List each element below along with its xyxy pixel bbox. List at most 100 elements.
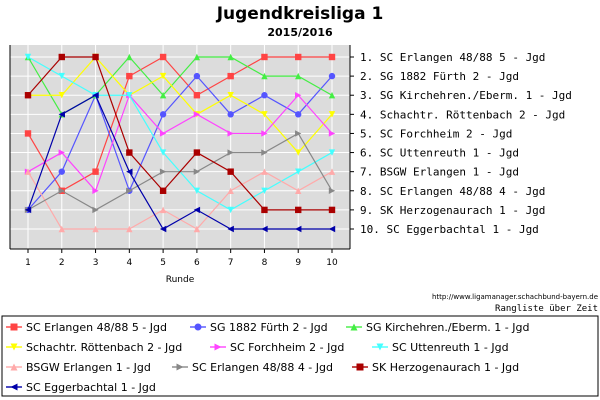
series-line bbox=[28, 56, 333, 154]
rank-labels: 1. SC Erlangen 48/88 5 - Jgd 2. SG 1882 F… bbox=[350, 51, 572, 236]
legend-item: SK Herzogenaurach 1 - Jgd bbox=[352, 361, 519, 374]
legend-label: SC Erlangen 48/88 4 - Jgd bbox=[192, 361, 333, 374]
data-point bbox=[193, 111, 201, 118]
data-point bbox=[227, 53, 234, 61]
x-tick-label: 10 bbox=[326, 258, 338, 268]
series-10 bbox=[24, 92, 336, 233]
legend-item: SC Erlangen 48/88 4 - Jgd bbox=[172, 361, 333, 374]
data-point bbox=[227, 130, 234, 137]
legend-item: SG 1882 Fürth 2 - Jgd bbox=[190, 321, 328, 334]
data-point bbox=[328, 92, 336, 99]
legend-item: SC Uttenreuth 1 - Jgd bbox=[372, 341, 509, 354]
data-point bbox=[58, 111, 65, 118]
legend-swatch-marker bbox=[214, 343, 222, 351]
legend-item: SC Erlangen 48/88 5 - Jgd bbox=[6, 321, 167, 334]
rank-label: 6. SC Uttenreuth 1 - Jgd bbox=[360, 147, 519, 160]
data-point bbox=[58, 187, 65, 194]
data-point bbox=[227, 168, 234, 175]
rank-label: 2. SG 1882 Fürth 2 - Jgd bbox=[360, 70, 519, 83]
data-point bbox=[24, 130, 32, 137]
rank-label: 3. SG Kirchehren./Eberm. 1 - Jgd bbox=[360, 89, 572, 102]
data-point bbox=[126, 53, 133, 61]
data-point bbox=[261, 168, 268, 175]
rank-label: 4. Schachtr. Röttenbach 2 - Jgd bbox=[360, 108, 565, 121]
x-tick-label: 4 bbox=[126, 258, 132, 268]
data-point bbox=[24, 92, 32, 99]
data-point bbox=[328, 53, 336, 61]
data-point bbox=[159, 72, 167, 80]
x-axis-label: Runde bbox=[166, 275, 195, 285]
data-point bbox=[58, 168, 65, 175]
data-point bbox=[261, 206, 268, 214]
data-point bbox=[328, 111, 336, 118]
legend-swatch-marker bbox=[10, 323, 18, 331]
data-point bbox=[159, 225, 167, 233]
data-point bbox=[193, 225, 201, 233]
data-point bbox=[295, 149, 302, 156]
data-point bbox=[328, 72, 336, 80]
data-point bbox=[159, 130, 167, 137]
data-point bbox=[227, 225, 234, 233]
data-point bbox=[24, 53, 32, 61]
chart-subtitle: 2015/2016 bbox=[267, 26, 333, 39]
legend-swatch-marker bbox=[176, 363, 184, 371]
data-point bbox=[24, 168, 32, 175]
data-point bbox=[261, 53, 268, 61]
source-url: http://www.ligamanager.schachbund-bayern… bbox=[432, 293, 598, 301]
series-layer bbox=[24, 53, 336, 233]
data-point bbox=[92, 92, 99, 99]
legend-label: SC Forchheim 2 - Jgd bbox=[230, 341, 344, 354]
series-line bbox=[27, 56, 332, 211]
legend-label: SC Uttenreuth 1 - Jgd bbox=[392, 341, 509, 354]
data-point bbox=[159, 111, 167, 118]
data-point bbox=[159, 206, 167, 214]
legend-label: SC Erlangen 48/88 5 - Jgd bbox=[26, 321, 167, 334]
data-point bbox=[92, 225, 99, 233]
legend-swatch-marker bbox=[10, 363, 18, 371]
legend-label: BSGW Erlangen 1 - Jgd bbox=[26, 361, 151, 374]
rank-label: 5. SC Forchheim 2 - Jgd bbox=[360, 127, 512, 140]
legend-label: SG Kirchehren./Eberm. 1 - Jgd bbox=[366, 321, 529, 334]
series-line bbox=[27, 94, 333, 192]
data-point bbox=[295, 225, 302, 233]
data-point bbox=[295, 168, 302, 175]
legend-item: SG Kirchehren./Eberm. 1 - Jgd bbox=[346, 321, 529, 334]
data-point bbox=[92, 187, 99, 194]
legend-label: SK Herzogenaurach 1 - Jgd bbox=[372, 361, 519, 374]
data-point bbox=[92, 53, 99, 61]
x-axis-ticks: 1 2 3 4 5 6 7 8 9 10 bbox=[25, 249, 338, 268]
data-point bbox=[126, 225, 133, 233]
legend-swatch-marker bbox=[194, 323, 202, 331]
x-tick-label: 9 bbox=[295, 258, 301, 268]
data-point bbox=[261, 92, 268, 99]
data-point bbox=[261, 111, 268, 118]
data-point bbox=[159, 168, 167, 175]
data-point bbox=[126, 72, 133, 80]
x-tick-label: 3 bbox=[93, 258, 99, 268]
data-point bbox=[159, 149, 167, 156]
data-point bbox=[193, 92, 201, 99]
data-point bbox=[328, 149, 336, 156]
data-point bbox=[92, 206, 99, 214]
data-point bbox=[58, 53, 65, 61]
data-point bbox=[328, 225, 336, 233]
data-point bbox=[159, 53, 167, 61]
footer-caption: Rangliste über Zeit bbox=[495, 304, 598, 314]
data-point bbox=[295, 72, 302, 80]
data-point bbox=[126, 168, 133, 175]
data-point bbox=[193, 53, 201, 61]
legend-item: SC Eggerbachtal 1 - Jgd bbox=[6, 381, 156, 394]
legend-item: BSGW Erlangen 1 - Jgd bbox=[6, 361, 151, 374]
data-point bbox=[261, 225, 268, 233]
x-tick-label: 7 bbox=[228, 258, 234, 268]
data-point bbox=[58, 92, 65, 99]
data-point bbox=[126, 187, 133, 194]
data-point bbox=[193, 187, 201, 194]
data-point bbox=[227, 149, 234, 156]
rank-label: 1. SC Erlangen 48/88 5 - Jgd bbox=[360, 51, 545, 64]
data-point bbox=[193, 206, 201, 214]
data-point bbox=[295, 206, 302, 214]
legend-swatch-marker bbox=[10, 343, 18, 351]
data-point bbox=[126, 92, 133, 99]
